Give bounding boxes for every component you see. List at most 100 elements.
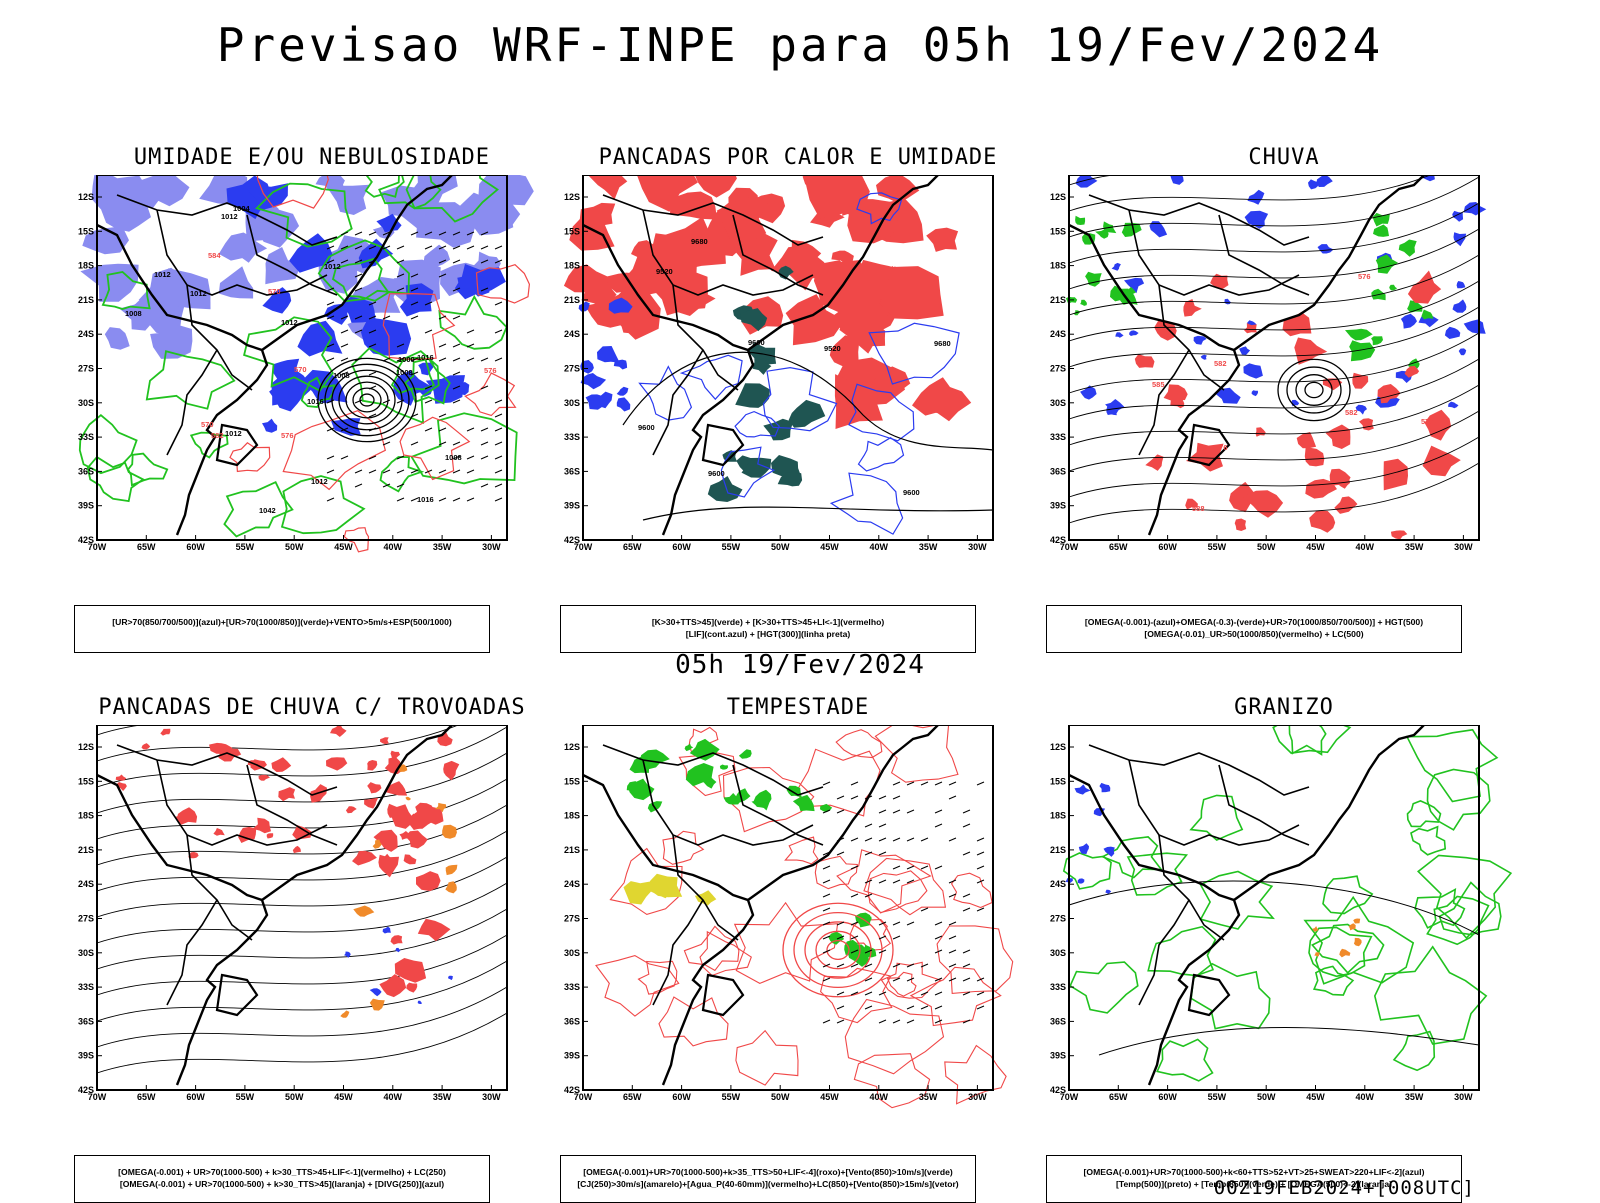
shaded-area: [926, 227, 959, 252]
wind-vector: [466, 329, 475, 334]
lat-tick-label: 39S: [564, 501, 580, 511]
contour-line: [1405, 728, 1499, 803]
lat-tick-label: 12S: [78, 192, 94, 202]
wind-vector: [354, 357, 363, 362]
contour-line: [1312, 965, 1355, 996]
contour-label: 9680: [934, 339, 951, 348]
wind-vector: [948, 781, 957, 786]
lon-tick-label: 50W: [285, 542, 304, 552]
lat-tick-label: 27S: [1050, 364, 1066, 374]
wind-vector: [326, 315, 335, 320]
cyclone-isoline: [1295, 374, 1333, 406]
contour-line: [1414, 888, 1466, 929]
wind-vector: [438, 469, 447, 474]
shaded-area: [218, 232, 261, 261]
shaded-area: [670, 191, 718, 220]
lat-tick-label: 24S: [1050, 329, 1066, 339]
lat-tick-label: 21S: [78, 845, 94, 855]
shaded-area: [1077, 878, 1085, 884]
wind-vector: [382, 399, 391, 404]
shaded-area: [1124, 277, 1145, 294]
lon-tick-label: 50W: [771, 542, 790, 552]
lat-tick-label: 27S: [78, 914, 94, 924]
wind-vector: [326, 301, 335, 306]
wind-vector: [822, 893, 831, 898]
wind-vector: [452, 287, 461, 292]
wind-vector: [438, 273, 447, 278]
wind-vector: [892, 935, 901, 940]
wind-vector: [962, 823, 971, 828]
shaded-area: [785, 294, 845, 346]
lat-tick-label: 12S: [564, 742, 580, 752]
wind-vector: [494, 301, 503, 306]
contour-label: 588: [1192, 504, 1205, 513]
map-pancadas-calor: 9680 9680 9600 9600 9600 9520 9520 9600 12S 15S 18…: [563, 175, 994, 552]
wind-vector: [396, 259, 405, 264]
contour-line: [1288, 725, 1327, 756]
shaded-area: [597, 346, 620, 363]
legend-line: [OMEGA(-0.001) + UR>70(1000-500) + k>30_…: [118, 1167, 446, 1177]
wind-vector: [368, 385, 377, 390]
lat-tick-label: 15S: [564, 776, 580, 786]
shaded-area: [262, 418, 278, 433]
shaded-area: [434, 802, 447, 813]
contour-line: [379, 456, 425, 493]
shaded-area: [1145, 454, 1164, 471]
contour-line: [405, 175, 499, 223]
wind-vector: [354, 273, 363, 278]
wind-vector: [822, 949, 831, 954]
map-border: [1068, 725, 1480, 1091]
lon-tick-label: 30W: [968, 542, 987, 552]
wind-vector: [850, 963, 859, 968]
contour-line: [86, 455, 145, 503]
panel-legend: [OMEGA(-0.001)+UR>70(1000-500)+k<60+TTS>…: [1046, 1155, 1462, 1203]
panel-title: PANCADAS POR CALOR E UMIDADE: [598, 145, 998, 170]
wind-vector: [892, 921, 901, 926]
coastline: [96, 725, 453, 902]
shaded-area: [733, 231, 778, 276]
wind-vector: [892, 865, 901, 870]
wind-vector: [452, 315, 461, 320]
lat-tick-label: 18S: [1050, 811, 1066, 821]
legend-line: [K>30+TTS>45](verde) + [K>30+TTS>45+LI<-…: [651, 617, 885, 627]
coastline-south: [661, 349, 755, 536]
shaded-area: [753, 789, 772, 811]
contour-label: 1012: [190, 289, 207, 298]
shaded-area: [1316, 175, 1333, 187]
shaded-area: [580, 373, 607, 390]
cyclone-isoline: [317, 357, 417, 443]
contour-line: [475, 264, 531, 304]
wind-vector: [892, 809, 901, 814]
lat-tick-label: 33S: [564, 432, 580, 442]
wind-vector: [934, 781, 943, 786]
shaded-area: [741, 457, 772, 478]
lon-tick-label: 70W: [574, 1092, 593, 1102]
wind-vector: [494, 483, 503, 488]
wind-vector: [326, 259, 335, 264]
shaded-area: [297, 320, 343, 357]
lat-tick-label: 36S: [564, 466, 580, 476]
wind-vector: [326, 399, 335, 404]
wind-vector: [494, 399, 503, 404]
wind-vector: [934, 809, 943, 814]
coastline: [582, 725, 939, 902]
cyclone-isoline: [1286, 366, 1342, 414]
shaded-area: [1244, 210, 1269, 229]
contour-line: [378, 175, 442, 210]
shaded-area: [331, 418, 361, 436]
cyclone-isoline: [815, 930, 861, 970]
contour-label: 576: [484, 366, 497, 375]
shaded-area: [1129, 330, 1139, 336]
lon-tick-label: 60W: [672, 542, 691, 552]
shaded-area: [912, 377, 959, 416]
shaded-area: [585, 394, 604, 410]
lat-tick-label: 24S: [564, 879, 580, 889]
contour-line: [678, 752, 736, 797]
wind-vector: [822, 907, 831, 912]
lon-tick-label: 40W: [1356, 1092, 1375, 1102]
lon-tick-label: 50W: [285, 1092, 304, 1102]
lat-tick-label: 15S: [1050, 776, 1066, 786]
lon-tick-label: 65W: [137, 1092, 156, 1102]
state-border: [1218, 214, 1310, 296]
